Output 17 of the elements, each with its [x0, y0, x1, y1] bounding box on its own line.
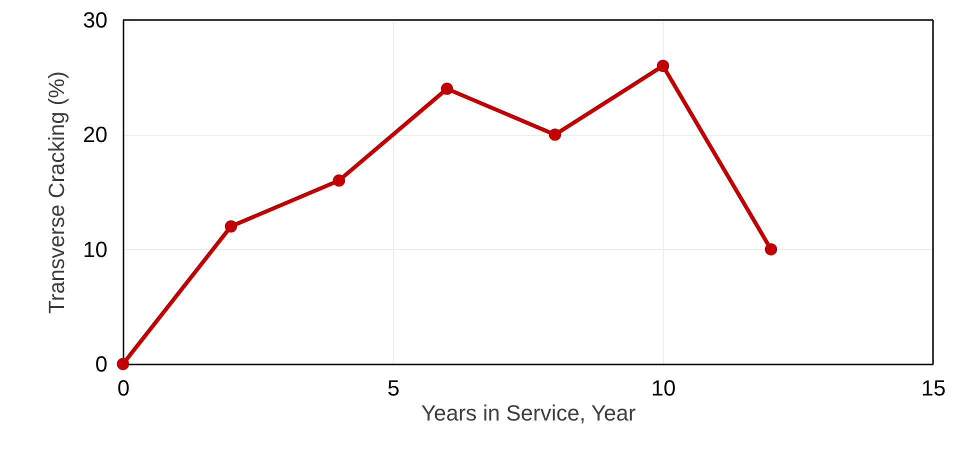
y-tick-label: 10: [83, 236, 108, 262]
x-tick-label: 0: [117, 376, 130, 400]
point: [764, 243, 778, 256]
y-tick-label: 30: [83, 8, 108, 32]
point: [656, 60, 670, 72]
point: [548, 128, 562, 141]
y-axis-title: Transverse Cracking (%): [44, 71, 70, 314]
y-tick-label: 0: [95, 352, 108, 376]
point: [332, 174, 346, 187]
point: [440, 82, 454, 95]
x-tick-label: 5: [387, 376, 400, 400]
x-tick-label: 10: [651, 376, 676, 400]
x-axis-title: Years in Service, Year: [421, 400, 636, 426]
x-tick-label: 15: [921, 376, 946, 400]
point: [116, 358, 130, 370]
y-tick-label: 20: [83, 122, 108, 148]
point: [224, 220, 238, 233]
